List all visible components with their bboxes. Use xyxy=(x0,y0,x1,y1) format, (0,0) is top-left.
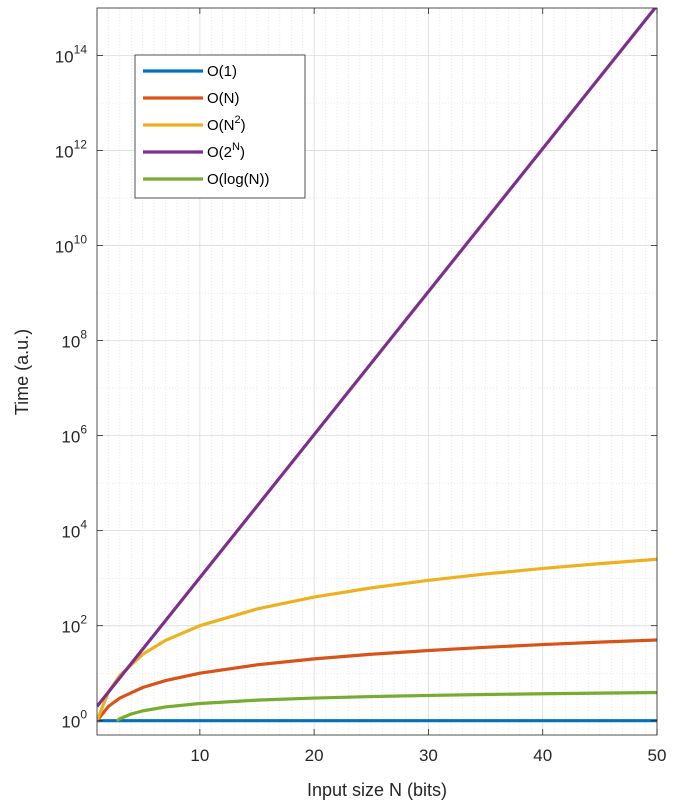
series-layer xyxy=(97,8,657,723)
x-axis-label: Input size N (bits) xyxy=(307,780,447,800)
y-tick-label: 106 xyxy=(61,423,87,447)
y-tick-label: 1012 xyxy=(55,138,88,162)
x-tick-label: 10 xyxy=(190,746,209,765)
x-tick-label: 50 xyxy=(648,746,667,765)
legend-entry-label: O(2N) xyxy=(207,141,245,161)
tick-marks xyxy=(97,8,658,735)
series-line-o-log-n xyxy=(115,690,657,723)
x-tick-label: 20 xyxy=(305,746,324,765)
y-tick-label: 102 xyxy=(61,613,87,637)
legend: O(1) O(N) O(N2) O(2N) O(log(N)) xyxy=(134,54,306,199)
y-tick-labels: 100 102 104 106 108 1010 1012 1014 xyxy=(55,43,88,732)
series-line-o-n xyxy=(97,638,657,722)
legend-entry-label: O(N) xyxy=(207,90,240,107)
legend-entry-label: O(1) xyxy=(207,63,237,80)
legend-entry-label: O(log(N)) xyxy=(207,171,270,188)
series-line-o-2 xyxy=(97,8,657,708)
y-tick-label: 1014 xyxy=(55,43,88,67)
y-tick-label: 1010 xyxy=(55,233,88,257)
x-tick-label: 40 xyxy=(533,746,552,765)
y-tick-label: 100 xyxy=(61,708,87,732)
legend-entry-label: O(N2) xyxy=(207,114,246,134)
plot-frame xyxy=(96,7,658,736)
x-tick-labels: 10 20 30 40 50 xyxy=(190,746,666,765)
x-tick-label: 30 xyxy=(419,746,438,765)
y-tick-label: 104 xyxy=(61,518,87,542)
y-axis-label: Time (a.u.) xyxy=(12,329,32,415)
y-tick-label: 108 xyxy=(61,328,87,352)
